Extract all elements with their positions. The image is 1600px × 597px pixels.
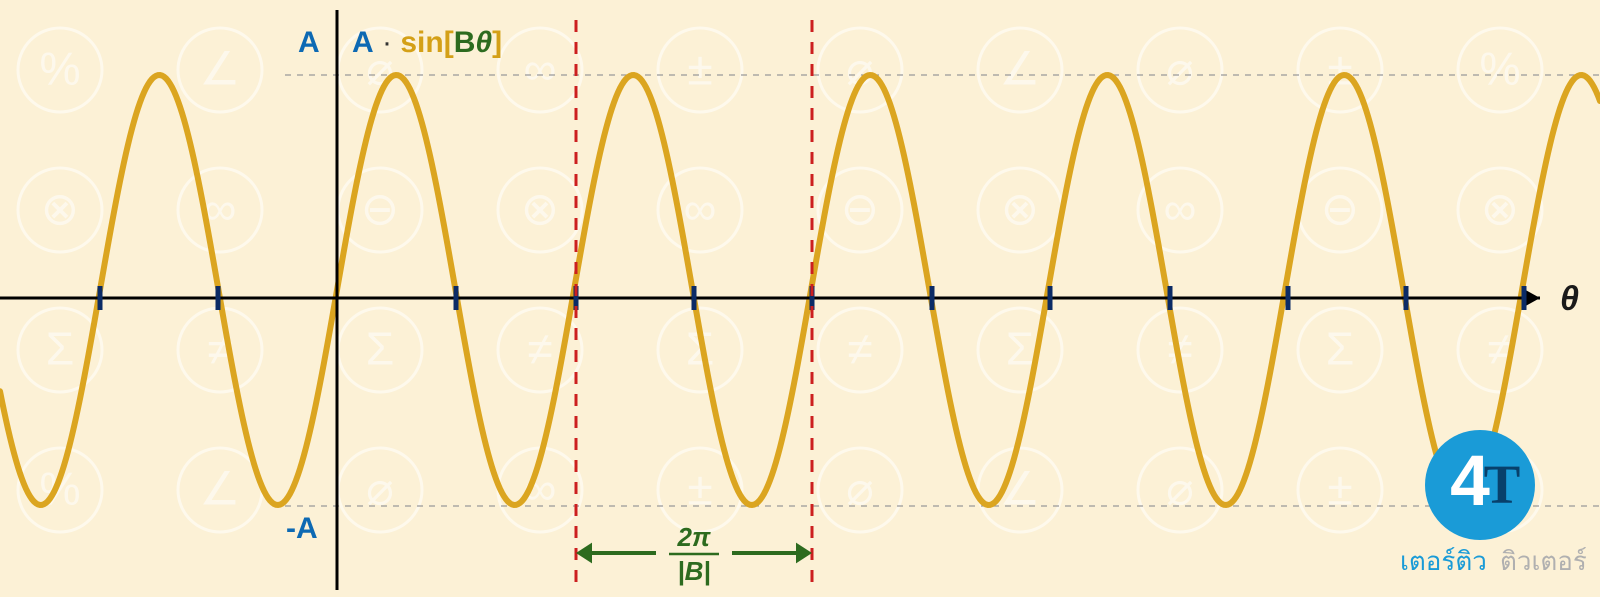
watermark-glyph: ⌀	[1166, 463, 1194, 515]
formula: A · sin[Bθ]	[352, 26, 502, 59]
chart-container: %∠⌀∞±⌀∠⌀±%⊗∞⊖⊗∞⊖⊗∞⊖⊗Σ≠Σ≠Σ≠Σ≠Σ≠%∠⌀∞±⌀∠⌀±%…	[0, 0, 1600, 597]
amplitude-label-bottom: -A	[286, 512, 318, 545]
watermark-glyph: ∠	[999, 43, 1040, 95]
watermark-glyph: ∞	[524, 43, 557, 95]
formula-part: θ	[475, 26, 492, 59]
chart-svg: %∠⌀∞±⌀∠⌀±%⊗∞⊖⊗∞⊖⊗∞⊖⊗Σ≠Σ≠Σ≠Σ≠Σ≠%∠⌀∞±⌀∠⌀±%…	[0, 0, 1600, 597]
watermark-glyph: ⊖	[361, 183, 400, 235]
watermark-glyph: ∠	[199, 463, 240, 515]
watermark-glyph: ⊗	[41, 183, 80, 235]
watermark-glyph: ⊗	[521, 183, 560, 235]
logo-caption-1: เตอร์ติว	[1400, 546, 1487, 576]
watermark-glyph: Σ	[46, 323, 75, 375]
watermark-glyph: ±	[687, 463, 712, 515]
period-label-denominator: |B|	[677, 556, 710, 586]
watermark-glyph: ≠	[847, 323, 872, 375]
watermark-glyph: ⌀	[846, 463, 874, 515]
watermark-glyph: ⌀	[1166, 43, 1194, 95]
x-axis-label: θ	[1560, 280, 1579, 318]
watermark-glyph: ±	[687, 43, 712, 95]
logo-caption-2: ติวเตอร์	[1500, 546, 1587, 576]
watermark-glyph: Σ	[366, 323, 395, 375]
watermark-glyph: ∠	[199, 43, 240, 95]
formula-part: ]	[492, 26, 502, 59]
watermark-glyph: ⊗	[1001, 183, 1040, 235]
watermark-glyph: Σ	[1006, 323, 1035, 375]
watermark-glyph: ∞	[1164, 183, 1197, 235]
logo-T: T	[1484, 454, 1521, 515]
watermark-glyph: ⊖	[841, 183, 880, 235]
amplitude-label-top: A	[298, 26, 320, 59]
formula-part: [	[444, 26, 454, 59]
watermark-glyph: ∞	[684, 183, 717, 235]
watermark-glyph: ≠	[527, 323, 552, 375]
watermark-glyph: ⊖	[1321, 183, 1360, 235]
period-label-numerator: 2π	[677, 522, 711, 552]
watermark-glyph: ⌀	[366, 463, 394, 515]
watermark-glyph: %	[39, 43, 80, 95]
formula-part: B	[454, 26, 476, 59]
watermark-glyph: Σ	[1326, 323, 1355, 375]
formula-part: sin	[400, 26, 443, 59]
watermark-glyph: ±	[1327, 463, 1352, 515]
watermark-glyph: ⊗	[1481, 183, 1520, 235]
watermark-glyph: %	[1479, 43, 1520, 95]
formula-part: A	[352, 26, 374, 59]
formula-part: ·	[374, 26, 401, 59]
